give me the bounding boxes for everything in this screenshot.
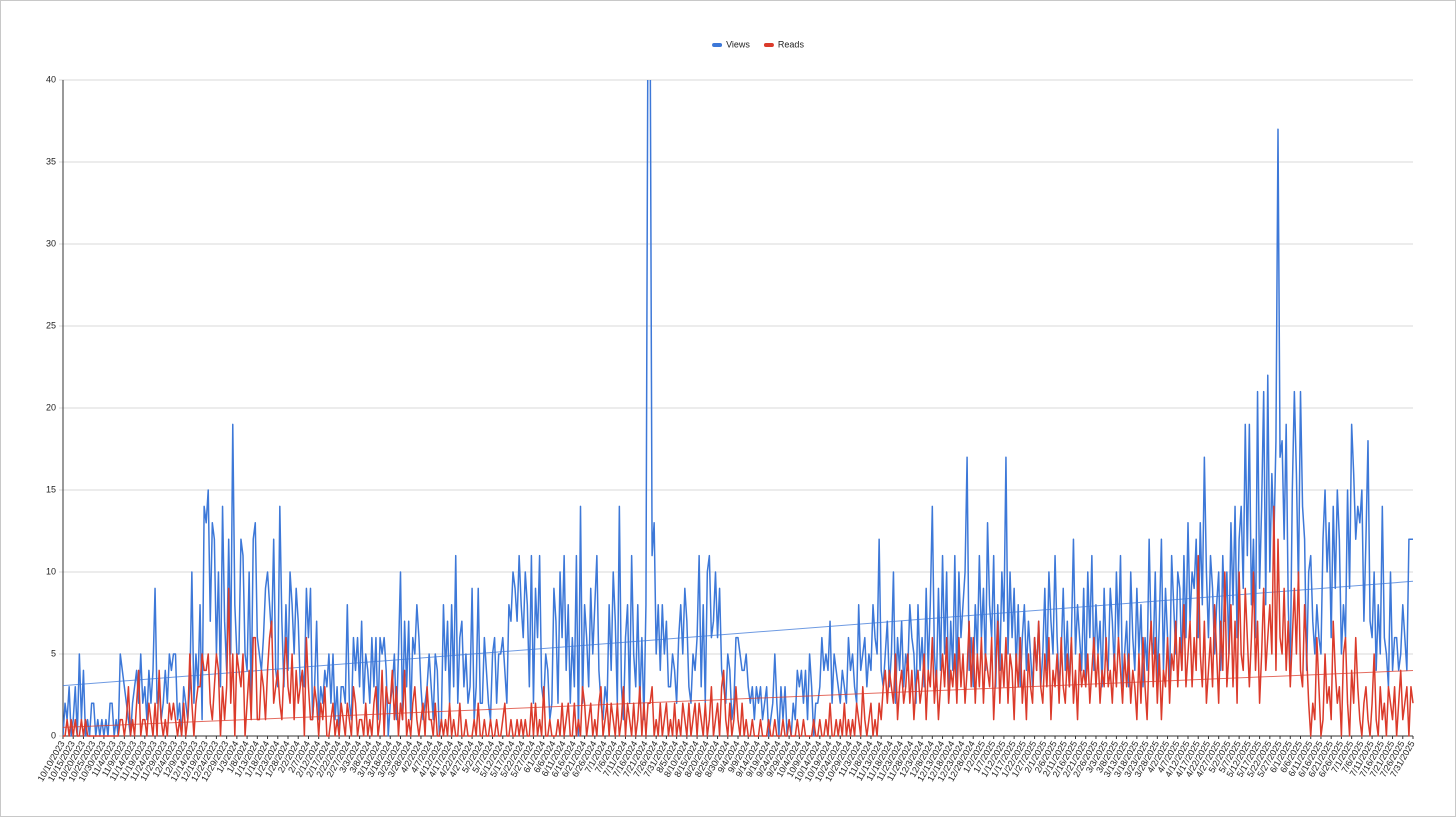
y-tick-label: 10 [46, 566, 56, 576]
legend: Views Reads [712, 39, 804, 49]
y-tick-label: 0 [51, 730, 56, 740]
legend-swatch [763, 43, 774, 47]
trendline [63, 670, 1414, 728]
trendline [63, 580, 1414, 687]
plot-area [63, 80, 1414, 737]
legend-item: Views [712, 39, 750, 49]
legend-item: Reads [763, 39, 805, 49]
y-tick-label: 30 [46, 238, 56, 248]
y-tick-label: 40 [46, 74, 56, 84]
legend-label: Reads [778, 39, 805, 49]
y-tick-label: 25 [46, 320, 56, 330]
labels: 051015202530354010/10/202310/15/202310/2… [36, 74, 1417, 783]
legend-label: Views [726, 39, 750, 49]
y-tick-label: 20 [46, 402, 56, 412]
y-tick-label: 5 [51, 648, 56, 658]
legend-swatch [712, 43, 723, 47]
y-tick-label: 35 [46, 156, 56, 166]
y-tick-label: 15 [46, 484, 56, 494]
series-line [63, 505, 1414, 737]
